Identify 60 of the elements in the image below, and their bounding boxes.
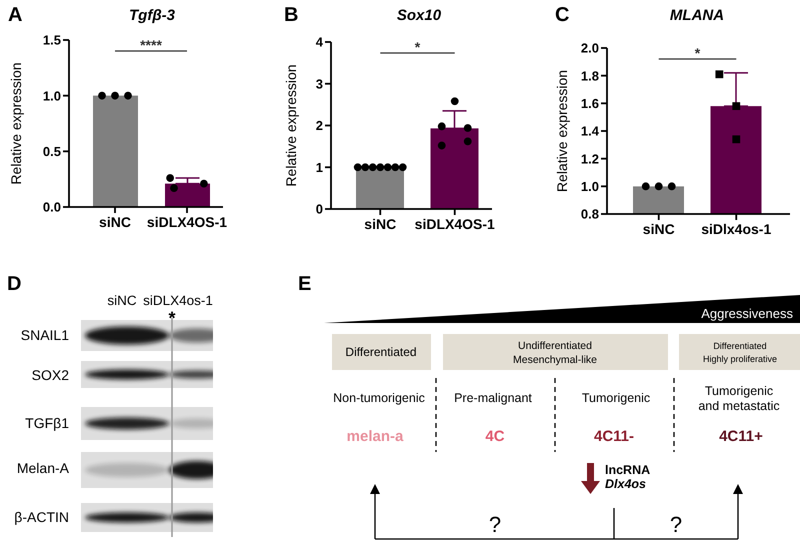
annotation: * <box>694 45 701 61</box>
text: Undifferentiated Mesenchymal-like <box>512 340 598 366</box>
text: Melan-A <box>16 460 70 476</box>
y-tick-label: 2.0 <box>580 40 599 56</box>
text: 4C11+ <box>719 428 764 445</box>
x-tick-label: siDLX4OS-1 <box>146 214 228 230</box>
y-tick-label: 1.5 <box>42 32 61 48</box>
text: Dlx4os <box>605 477 646 491</box>
text: 4C11- <box>594 428 634 445</box>
y-tick-label: 0.8 <box>580 206 599 222</box>
y-tick-label: 3 <box>316 76 323 92</box>
text: lncRNA <box>605 463 650 477</box>
x-tick-label: siNC <box>642 220 675 237</box>
text: ? <box>488 512 502 537</box>
text: Tumorigenic and metastatic <box>698 384 780 413</box>
y-tick-label: 1.0 <box>42 88 61 104</box>
text: 4C <box>485 428 505 445</box>
y-tick-label: 0.5 <box>42 144 61 159</box>
y-tick-label: 4 <box>316 34 324 50</box>
text: siNC <box>107 293 137 308</box>
text: A <box>8 4 22 26</box>
text: Differentiated Highly proliferative <box>702 341 778 364</box>
annotation: * <box>414 39 421 55</box>
text: Tumorigenic <box>582 391 650 405</box>
text: E <box>298 273 312 295</box>
text: Non-tumorigenic <box>333 391 425 405</box>
y-axis-title: Relative expression <box>554 70 570 192</box>
y-axis-title: Relative expression <box>283 64 299 187</box>
text: siDLX4os-1 <box>143 293 213 308</box>
text: B <box>284 4 298 26</box>
text: SOX2 <box>32 367 70 383</box>
x-tick-label: siDlx4os-1 <box>701 220 772 237</box>
text: melan-a <box>346 428 404 445</box>
x-tick-label: siDLX4OS-1 <box>414 216 496 232</box>
chart-title: MLANA <box>670 7 724 24</box>
text: D <box>7 273 22 295</box>
text: TGFβ1 <box>25 415 70 431</box>
annotation: **** <box>140 37 162 53</box>
text: Aggressiveness <box>701 306 794 321</box>
text: SNAIL1 <box>20 327 70 343</box>
y-tick-label: 1.4 <box>580 124 600 139</box>
text: ? <box>670 512 682 537</box>
text: Pre-malignant <box>454 391 532 405</box>
y-tick-label: 1 <box>316 160 323 175</box>
y-axis-title: Relative expression <box>8 62 24 185</box>
text: β-ACTIN <box>14 509 69 525</box>
y-tick-label: 0 <box>316 202 323 217</box>
x-tick-label: siNC <box>99 214 131 230</box>
y-tick-label: 1.6 <box>580 96 599 111</box>
chart-title: Tgfβ-3 <box>129 7 176 24</box>
y-tick-label: 0.0 <box>42 200 61 215</box>
text: Differentiated <box>345 345 417 359</box>
x-tick-label: siNC <box>364 216 396 232</box>
y-tick-label: 1.0 <box>580 178 599 194</box>
text: C <box>555 4 570 26</box>
y-tick-label: 1.8 <box>580 68 599 84</box>
chart-title: Sox10 <box>396 7 442 24</box>
y-tick-label: 2 <box>316 118 323 134</box>
text: * <box>168 308 176 328</box>
y-tick-label: 1.2 <box>580 151 599 166</box>
